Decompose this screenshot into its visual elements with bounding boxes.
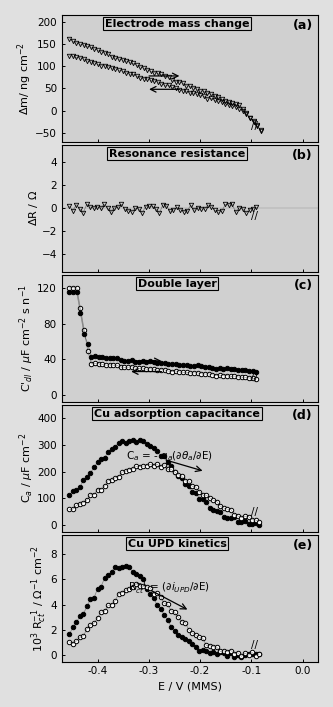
Y-axis label: $\Delta$R / $\Omega$: $\Delta$R / $\Omega$: [27, 190, 40, 226]
Text: R$_{ct}^{-1}$ = ($\partial i_{UPD}$/$\partial$E): R$_{ct}^{-1}$ = ($\partial i_{UPD}$/$\pa…: [128, 579, 210, 596]
Text: Double layer: Double layer: [138, 279, 216, 288]
Text: Resonance resistance: Resonance resistance: [109, 148, 245, 159]
X-axis label: E / V (MMS): E / V (MMS): [158, 682, 222, 692]
Text: //: //: [251, 640, 258, 650]
Text: Cu UPD kinetics: Cu UPD kinetics: [128, 539, 226, 549]
Y-axis label: C$_a$ / $\mu$F cm$^{-2}$: C$_a$ / $\mu$F cm$^{-2}$: [17, 433, 36, 503]
Text: Electrode mass change: Electrode mass change: [105, 19, 249, 29]
Y-axis label: $\Delta$m/ ng cm$^{-2}$: $\Delta$m/ ng cm$^{-2}$: [15, 42, 34, 115]
Text: (b): (b): [292, 148, 313, 162]
Text: (a): (a): [293, 19, 313, 32]
Text: (d): (d): [292, 409, 313, 421]
Text: Cu adsorption capacitance: Cu adsorption capacitance: [94, 409, 260, 419]
Text: (e): (e): [293, 539, 313, 551]
Y-axis label: C$'_{dl}$ / $\mu$F cm$^{-2}$ s n$^{-1}$: C$'_{dl}$ / $\mu$F cm$^{-2}$ s n$^{-1}$: [17, 284, 36, 392]
Text: //: //: [251, 211, 258, 221]
Text: //: //: [251, 507, 258, 517]
Text: C$_a$ = - q$_a$($\partial\theta_a$/$\partial$E): C$_a$ = - q$_a$($\partial\theta_a$/$\par…: [126, 449, 213, 463]
Text: //: //: [251, 121, 258, 132]
Text: (c): (c): [294, 279, 313, 292]
Text: //: //: [251, 372, 258, 382]
Y-axis label: 10$^3$ R$_{ct}^{-1}$ / $\Omega^{-1}$ cm$^{-2}$: 10$^3$ R$_{ct}^{-1}$ / $\Omega^{-1}$ cm$…: [29, 544, 49, 652]
